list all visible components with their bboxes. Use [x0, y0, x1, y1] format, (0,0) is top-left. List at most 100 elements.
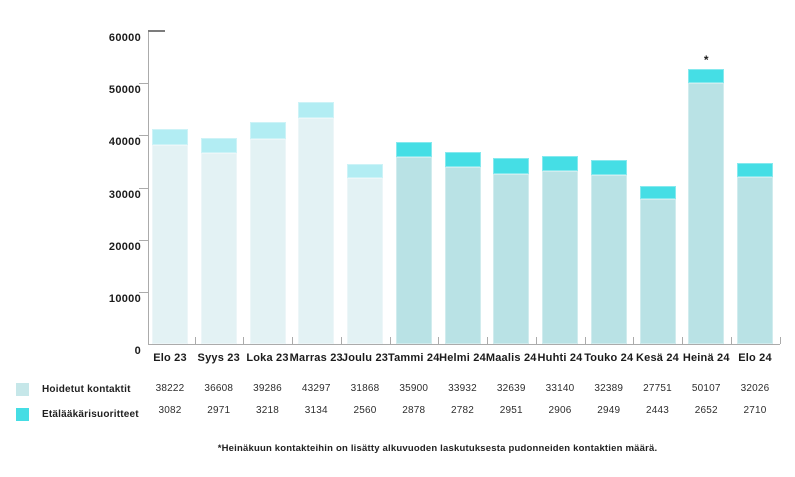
x-tick-mark [340, 337, 342, 344]
y-tick-mark [139, 291, 148, 293]
value-etalaakarisuoritteet: 2878 [402, 405, 426, 416]
value-etalaakarisuoritteet: 2951 [499, 405, 523, 416]
value-hoidetut-kontaktit: 32639 [496, 383, 526, 394]
bar-segment-etalaakarisuoritteet [395, 141, 432, 157]
bar-segment-hoidetut-kontaktit [347, 177, 383, 344]
category-label: Maalis 24 [485, 352, 537, 364]
bar-asterisk-annotation: * [703, 52, 709, 67]
value-etalaakarisuoritteet: 2652 [694, 405, 718, 416]
value-hoidetut-kontaktit: 39286 [253, 383, 282, 394]
bar-segment-etalaakarisuoritteet [590, 159, 627, 176]
bar-segment-etalaakarisuoritteet [737, 162, 773, 177]
x-tick-mark [487, 337, 489, 344]
bar-segment-etalaakarisuoritteet [200, 137, 237, 153]
value-etalaakarisuoritteet: 3082 [158, 405, 182, 416]
bar-segment-hoidetut-kontaktit [737, 176, 773, 344]
y-tick-label: 60000 [108, 32, 141, 44]
category-label: Elo 24 [738, 352, 772, 364]
y-tick-label: 0 [134, 345, 141, 357]
bar-segment-etalaakarisuoritteet [347, 164, 383, 178]
y-tick-mark [139, 187, 148, 189]
y-tick-label: 40000 [108, 136, 141, 149]
bar-segment-etalaakarisuoritteet [298, 101, 335, 119]
category-label: Kesä 24 [636, 352, 679, 364]
value-etalaakarisuoritteet: 3218 [255, 405, 280, 416]
value-hoidetut-kontaktit: 33932 [448, 383, 477, 394]
legend-swatch-hoidetut-kontaktit [16, 383, 29, 396]
footnote: *Heinäkuun kontakteihin on lisätty alkuv… [217, 443, 658, 454]
bar-segment-hoidetut-kontaktit [444, 166, 481, 344]
bar-segment-hoidetut-kontaktit [639, 199, 676, 344]
category-label: Huhti 24 [537, 352, 583, 364]
y-axis-top-cap [148, 30, 165, 32]
legend-label-hoidetut-kontaktit: Hoidetut kontaktit [42, 384, 131, 395]
value-hoidetut-kontaktit: 43297 [301, 383, 331, 394]
bar-segment-etalaakarisuoritteet [688, 68, 725, 83]
y-axis-line [148, 31, 149, 344]
y-tick-label: 20000 [108, 240, 141, 253]
bar-segment-hoidetut-kontaktit [590, 175, 627, 344]
legend-swatch-etalaakarisuoritteet [16, 408, 29, 421]
value-etalaakarisuoritteet: 2443 [645, 405, 670, 416]
value-hoidetut-kontaktit: 27751 [643, 383, 672, 394]
category-label: Helmi 24 [439, 352, 486, 364]
value-etalaakarisuoritteet: 2906 [548, 405, 572, 416]
x-tick-mark [535, 337, 537, 344]
legend-label-etalaakarisuoritteet: Etälääkärisuoritteet [42, 409, 139, 420]
bar-segment-hoidetut-kontaktit [298, 118, 335, 344]
category-label: Joulu 23 [341, 352, 389, 364]
y-tick-label: 30000 [108, 188, 141, 201]
x-tick-mark [194, 337, 196, 344]
bar-segment-hoidetut-kontaktit [200, 153, 237, 344]
value-hoidetut-kontaktit: 50107 [691, 383, 721, 394]
category-label: Tammi 24 [387, 352, 440, 364]
x-axis-line [148, 344, 780, 345]
bar-segment-etalaakarisuoritteet [444, 152, 481, 167]
bar-segment-etalaakarisuoritteet [152, 128, 188, 145]
x-tick-mark [584, 337, 586, 344]
bar-segment-hoidetut-kontaktit [395, 156, 432, 344]
value-etalaakarisuoritteet: 2949 [597, 405, 621, 416]
category-label: Heinä 24 [682, 352, 730, 364]
x-tick-mark [389, 337, 391, 344]
value-hoidetut-kontaktit: 31868 [350, 383, 380, 394]
category-label: Syys 23 [197, 352, 240, 364]
x-tick-mark [243, 337, 245, 344]
category-label: Elo 23 [153, 352, 187, 364]
value-etalaakarisuoritteet: 2971 [207, 405, 231, 416]
x-tick-mark [779, 337, 781, 344]
value-etalaakarisuoritteet: 3134 [304, 405, 328, 416]
value-hoidetut-kontaktit: 36608 [204, 383, 234, 394]
category-label: Marras 23 [289, 352, 343, 364]
value-hoidetut-kontaktit: 35900 [399, 383, 429, 394]
x-tick-mark [730, 337, 732, 344]
bar-segment-etalaakarisuoritteet [493, 158, 530, 174]
value-etalaakarisuoritteet: 2782 [450, 405, 475, 416]
x-tick-mark [633, 337, 635, 344]
x-tick-mark [682, 337, 684, 344]
bar-segment-etalaakarisuoritteet [542, 155, 578, 172]
x-tick-mark [438, 337, 440, 344]
value-etalaakarisuoritteet: 2710 [743, 405, 767, 416]
bar-segment-hoidetut-kontaktit [152, 144, 188, 344]
category-label: Loka 23 [246, 352, 289, 364]
category-label: Touko 24 [584, 352, 634, 364]
y-tick-mark [139, 239, 148, 241]
bar-segment-hoidetut-kontaktit [249, 139, 286, 344]
value-hoidetut-kontaktit: 38222 [155, 383, 185, 394]
bar-segment-hoidetut-kontaktit [688, 82, 725, 344]
x-tick-mark [292, 337, 294, 344]
y-tick-mark [139, 83, 148, 85]
value-hoidetut-kontaktit: 32026 [740, 383, 770, 394]
bar-segment-etalaakarisuoritteet [249, 122, 286, 140]
y-tick-label: 50000 [108, 84, 141, 97]
y-tick-mark [139, 135, 148, 137]
bar-segment-hoidetut-kontaktit [493, 173, 530, 344]
bar-segment-hoidetut-kontaktit [542, 171, 578, 344]
value-hoidetut-kontaktit: 32389 [594, 383, 624, 394]
value-hoidetut-kontaktit: 33140 [545, 383, 575, 394]
value-etalaakarisuoritteet: 2560 [353, 405, 377, 416]
y-tick-label: 10000 [108, 292, 141, 305]
bar-segment-etalaakarisuoritteet [639, 186, 676, 200]
